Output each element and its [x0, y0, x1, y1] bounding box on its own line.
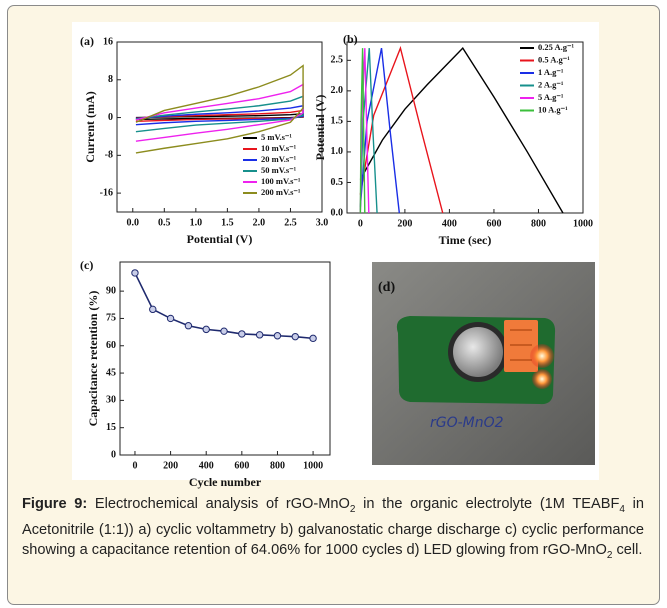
y-tick-label: 1.5 — [331, 116, 344, 127]
legend-label: 50 mV.s⁻¹ — [261, 165, 297, 175]
y-tick-label: 0 — [108, 112, 113, 123]
legend-label: 2 A.g⁻¹ — [538, 79, 564, 89]
panel-label: (a) — [80, 34, 94, 48]
legend-label: 5 mV.s⁻¹ — [261, 132, 292, 142]
caption-subscript: 4 — [619, 503, 625, 515]
legend-label: 1 A.g⁻¹ — [538, 67, 564, 77]
x-tick-label: 1.5 — [221, 217, 234, 228]
x-tick-label: 400 — [199, 460, 214, 471]
x-tick-label: 200 — [163, 460, 178, 471]
legend-label: 20 mV.s⁻¹ — [261, 154, 297, 164]
plot-frame — [116, 41, 323, 213]
y-axis-title: Capacitance retention (%) — [86, 291, 100, 427]
led — [530, 344, 554, 368]
y-tick-label: -16 — [100, 187, 113, 198]
caption-text: in the organic electrolyte (1M TEABF — [355, 496, 620, 512]
x-tick-label: 800 — [270, 460, 285, 471]
led — [532, 369, 552, 389]
data-line — [359, 45, 444, 214]
legend-label: 200 mV.s⁻¹ — [261, 187, 301, 197]
data-point — [309, 334, 317, 343]
x-tick-label: 0 — [132, 460, 137, 471]
caption-text: in Acetonitrile (1:1)) a) cyclic voltamm… — [22, 496, 644, 558]
y-tick-label: 16 — [103, 36, 113, 47]
coin-cell — [453, 327, 503, 377]
photo-label: (d) — [378, 280, 395, 295]
y-tick-label: 0.5 — [331, 177, 344, 188]
data-line — [359, 48, 366, 214]
x-tick-label: 1000 — [573, 218, 593, 229]
y-tick-label: 0.0 — [331, 207, 344, 218]
y-tick-label: 2.5 — [331, 55, 344, 66]
panel-label: (c) — [80, 258, 93, 272]
data-line — [135, 64, 304, 154]
data-point — [166, 314, 175, 323]
legend-label: 0.25 A.g⁻¹ — [538, 42, 575, 52]
y-axis-title: Current (mA) — [83, 91, 97, 162]
x-tick-label: 0.0 — [127, 217, 140, 228]
y-tick-label: 0 — [111, 449, 116, 460]
data-point — [149, 305, 157, 314]
plot-frame — [346, 41, 584, 214]
x-tick-label: 2.5 — [284, 217, 297, 228]
legend-label: 100 mV.s⁻¹ — [261, 176, 301, 186]
x-axis-title: Potential (V) — [187, 232, 253, 246]
y-axis-title: Potential (V) — [313, 95, 327, 161]
data-line — [359, 46, 564, 214]
caption-subscript: 2 — [349, 503, 356, 515]
x-tick-label: 0.5 — [158, 217, 171, 228]
handwriting: rGO-MnO2 — [430, 415, 504, 431]
data-point — [273, 332, 282, 340]
data-point — [202, 325, 210, 334]
y-tick-label: 2.0 — [331, 85, 344, 96]
y-tick-label: 15 — [106, 422, 116, 433]
data-line — [359, 47, 401, 214]
panel-label: (b) — [343, 32, 358, 46]
y-tick-label: 8 — [108, 74, 113, 85]
data-point — [291, 332, 299, 341]
caption-label: Figure 9: — [22, 496, 88, 512]
x-tick-label: 3.0 — [316, 217, 329, 228]
x-tick-label: 0 — [358, 218, 363, 229]
plot-frame — [119, 261, 331, 456]
legend-label: 0.5 A.g⁻¹ — [538, 54, 570, 64]
caption-text: cell. — [612, 541, 643, 558]
data-point — [255, 331, 264, 339]
x-tick-label: 600 — [234, 460, 249, 471]
y-tick-label: 45 — [106, 367, 116, 378]
y-tick-label: -8 — [105, 150, 113, 161]
caption-text: Electrochemical analysis of rGO-MnO — [94, 496, 350, 512]
y-tick-label: 75 — [106, 313, 116, 324]
caption-subscript: 2 — [606, 549, 613, 561]
x-tick-label: 400 — [442, 218, 457, 229]
x-tick-label: 1.0 — [190, 217, 203, 228]
x-axis-title: Cycle number — [189, 475, 262, 489]
legend-label: 10 A.g⁻¹ — [538, 104, 568, 114]
photo: (d) rGO-MnO2 — [372, 262, 595, 465]
x-tick-label: 800 — [531, 218, 546, 229]
legend-label: 5 A.g⁻¹ — [538, 92, 564, 102]
x-tick-label: 600 — [486, 218, 501, 229]
x-tick-label: 200 — [397, 218, 412, 229]
y-tick-label: 1.0 — [331, 146, 344, 157]
y-tick-label: 60 — [106, 340, 116, 351]
x-tick-label: 2.0 — [253, 217, 266, 228]
data-point — [238, 330, 246, 338]
y-tick-label: 90 — [106, 285, 116, 296]
data-line — [359, 48, 378, 214]
x-axis-title: Time (sec) — [439, 233, 492, 247]
data-point — [220, 327, 228, 335]
x-tick-label: 1000 — [303, 460, 323, 471]
caption: Figure 9: Electrochemical analysis of rG… — [22, 494, 644, 566]
y-tick-label: 30 — [106, 395, 116, 406]
legend-label: 10 mV.s⁻¹ — [261, 143, 297, 153]
figure: (d) rGO-MnO2 0.0 0.5 1.0 1.5 2.0 2.5 3.0 -16 -8 0… — [72, 22, 599, 489]
data-point — [184, 322, 193, 330]
data-point — [131, 269, 139, 277]
